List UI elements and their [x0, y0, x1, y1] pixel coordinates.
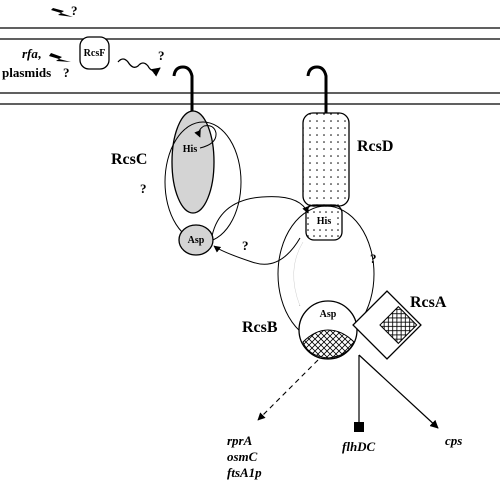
- wavy-arrow-icon: [117, 58, 161, 77]
- rcsc-label: RcsC: [111, 151, 147, 168]
- rfa-label: rfa,: [22, 46, 41, 61]
- question-rcsd: ?: [370, 251, 377, 266]
- question-top: ?: [71, 3, 78, 18]
- rcsb-dna-binding-domain: [302, 329, 355, 359]
- rcsc-asp-domain: [178, 224, 214, 256]
- rcsc-his-label: His: [183, 144, 198, 155]
- rpra-gene-label: rprA: [227, 433, 253, 448]
- rcsa-label: RcsA: [410, 294, 447, 311]
- rcsd-his-label: His: [317, 216, 332, 227]
- rcsa-body: [352, 290, 422, 360]
- his-to-rcsb-arrow: [293, 241, 304, 307]
- rcsf-box: [79, 36, 110, 70]
- osmc-gene-label: osmC: [227, 449, 258, 464]
- cps-gene-label: cps: [445, 433, 462, 448]
- rcsd-his-label-bg: [312, 213, 336, 227]
- his-to-asp-loop: [213, 237, 301, 265]
- rpra-repression-arrow: [257, 359, 319, 421]
- question-middle: ?: [242, 238, 249, 253]
- rcsc-periplasmic-stem: [172, 65, 194, 113]
- cps-activation-arrow: [358, 354, 439, 429]
- flhdc-block-icon: [354, 422, 364, 432]
- question-plasmids: ?: [63, 65, 70, 80]
- rcsc-his-autoloop: [194, 125, 217, 149]
- lightning-bolt-icon: [49, 53, 71, 62]
- rcsd-label: RcsD: [357, 138, 393, 155]
- asp-to-his-loop: [211, 196, 309, 237]
- ftsa1p-gene-label: ftsA1p: [227, 465, 262, 480]
- question-rcsc: ?: [140, 181, 147, 196]
- plasmids-label: plasmids: [2, 65, 51, 80]
- question-rcsf: ?: [158, 48, 165, 63]
- rcsb-label: RcsB: [242, 319, 278, 336]
- rcsd-periplasmic-stem: [306, 65, 328, 113]
- rcsd-body: [302, 112, 350, 207]
- flhdc-gene-label: flhDC: [342, 439, 376, 454]
- rcsc-asp-label: Asp: [188, 235, 205, 246]
- lightning-bolt-icon: [51, 8, 73, 17]
- rcsc-body: [171, 110, 215, 214]
- rcsf-label: RcsF: [84, 48, 106, 59]
- rcsb-asp-label: Asp: [320, 309, 337, 320]
